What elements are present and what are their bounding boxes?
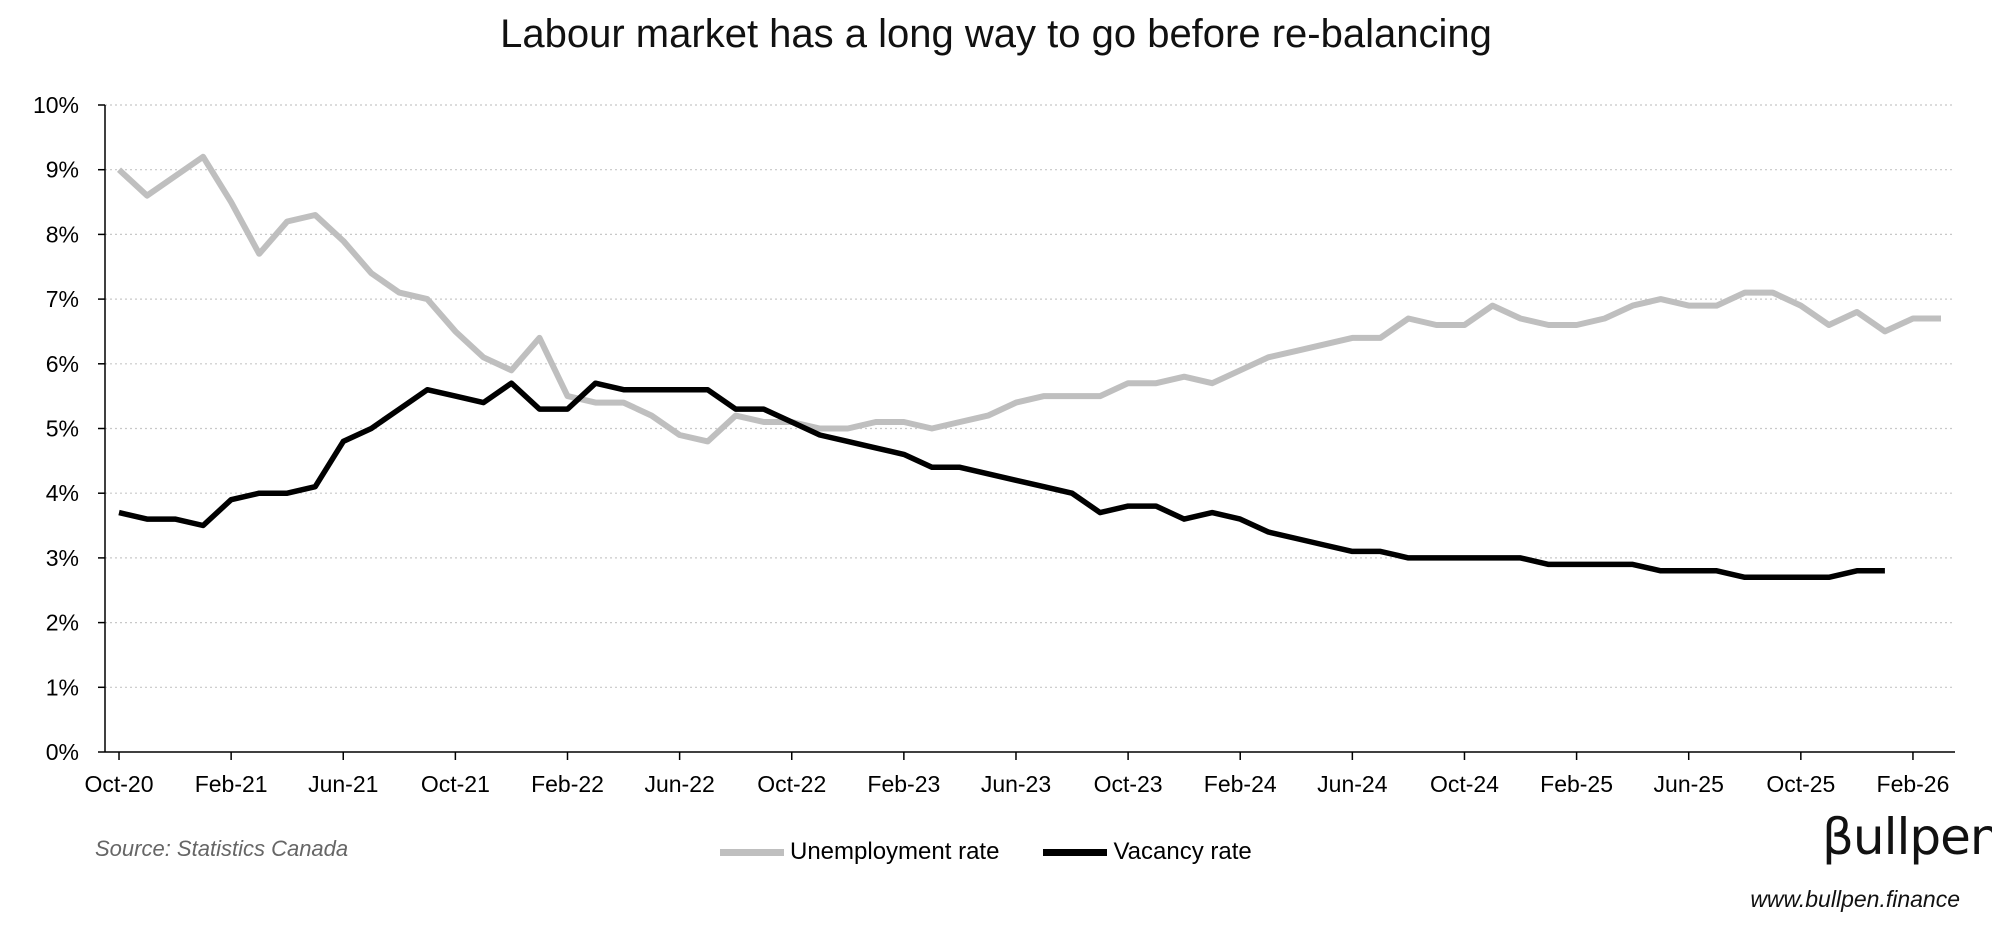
y-tick-label: 0% xyxy=(46,739,79,765)
axes xyxy=(98,104,1955,760)
x-tick-label: Oct-21 xyxy=(421,771,490,797)
x-tick-label: Oct-25 xyxy=(1766,771,1835,797)
x-tick-label: Jun-25 xyxy=(1654,771,1724,797)
legend-swatch-vacancy xyxy=(1043,848,1108,856)
y-axis-ticks: 0% 1% 2% 3% 4% 5% 6% 7% 8% 9% 10% xyxy=(33,92,79,765)
x-tick-label: Oct-20 xyxy=(84,771,153,797)
x-tick-label: Feb-21 xyxy=(195,771,268,797)
y-tick-label: 3% xyxy=(46,545,79,571)
x-tick-label: Jun-22 xyxy=(644,771,714,797)
x-tick-label: Feb-22 xyxy=(531,771,604,797)
legend-item-unemployment: Unemployment rate xyxy=(720,838,999,866)
y-tick-label: 2% xyxy=(46,610,79,636)
brand-logo: βullpen xyxy=(1822,808,1992,866)
legend-label-vacancy: Vacancy rate xyxy=(1113,838,1252,865)
x-axis-ticks: Oct-20 Feb-21 Jun-21 Oct-21 Feb-22 Jun-22 Oct-… xyxy=(84,771,1949,797)
x-tick-label: Feb-23 xyxy=(867,771,940,797)
x-tick-label: Oct-24 xyxy=(1430,771,1499,797)
gridlines xyxy=(105,104,1955,688)
series-line-unemployment-rate xyxy=(116,153,1941,445)
y-tick-label: 9% xyxy=(46,157,79,183)
y-tick-label: 8% xyxy=(46,221,79,247)
legend: Unemployment rate Vacancy rate xyxy=(720,838,1296,866)
x-tick-label: Oct-22 xyxy=(757,771,826,797)
x-tick-label: Jun-21 xyxy=(308,771,378,797)
chart-title: Labour market has a long way to go befor… xyxy=(500,12,1492,56)
y-tick-label: 6% xyxy=(46,351,79,377)
y-tick-label: 10% xyxy=(33,92,79,118)
x-tick-label: Feb-24 xyxy=(1204,771,1277,797)
y-tick-label: 4% xyxy=(46,480,79,506)
series-lines xyxy=(116,153,1941,581)
legend-swatch-unemployment xyxy=(720,848,784,856)
website-link[interactable]: www.bullpen.finance xyxy=(1750,886,1960,912)
x-tick-label: Feb-25 xyxy=(1540,771,1613,797)
x-tick-label: Oct-23 xyxy=(1094,771,1163,797)
source-note: Source: Statistics Canada xyxy=(95,836,349,861)
y-tick-label: 1% xyxy=(46,674,79,700)
y-tick-label: 5% xyxy=(46,416,79,442)
x-tick-label: Jun-24 xyxy=(1317,771,1388,797)
legend-item-vacancy: Vacancy rate xyxy=(1043,838,1252,866)
series-line-vacancy-rate xyxy=(118,380,1885,581)
y-tick-label: 7% xyxy=(46,286,79,312)
legend-label-unemployment: Unemployment rate xyxy=(790,838,1000,865)
x-tick-label: Feb-26 xyxy=(1877,771,1950,797)
x-tick-label: Jun-23 xyxy=(981,771,1051,797)
